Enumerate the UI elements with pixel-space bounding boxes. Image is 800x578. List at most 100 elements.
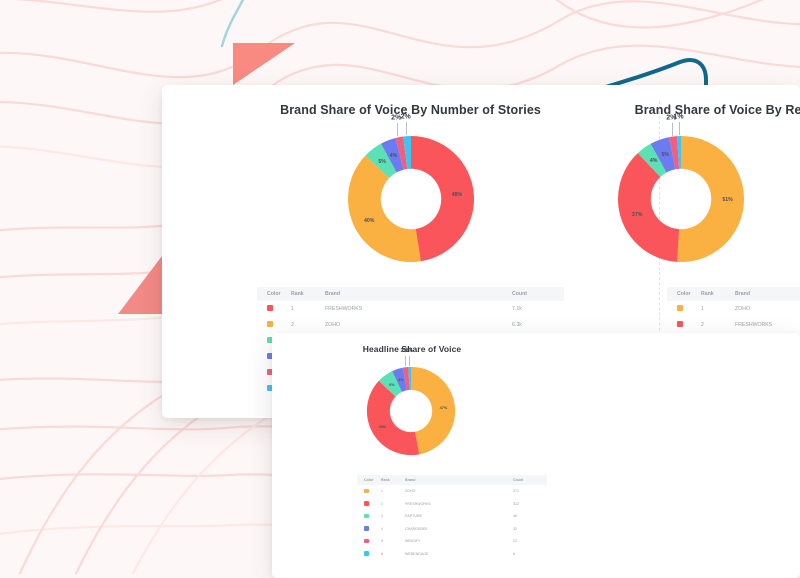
headline-donut-svg bbox=[366, 366, 456, 456]
headline-donut-slice-wingify[interactable] bbox=[402, 366, 410, 391]
bar-category-label: KAPTURE bbox=[784, 383, 800, 387]
coral-arrow-shape bbox=[118, 256, 162, 314]
stories-table-col-rank: Rank bbox=[291, 291, 304, 297]
stories-donut-slice-kapture[interactable] bbox=[364, 143, 397, 179]
donut-chart-stories[interactable]: 48% 40% 5% 4% 2% 2% bbox=[341, 114, 481, 269]
bar-row[interactable]: CHARGEBEE17%207 bbox=[784, 423, 800, 434]
reach-table-col-brand: Brand bbox=[735, 291, 750, 297]
row-value-cell: 6 bbox=[513, 551, 515, 556]
row-value-cell: 21 bbox=[513, 539, 517, 544]
headline-donut-slice-chargebee[interactable] bbox=[392, 367, 408, 392]
row-rank-cell: 2 bbox=[291, 322, 294, 328]
table-row[interactable]: 4 CHARGEBEE 32 bbox=[357, 523, 547, 536]
row-color-cell bbox=[257, 353, 291, 361]
row-value-cell: 46 bbox=[513, 514, 517, 519]
row-rank-cell: 2 bbox=[381, 501, 383, 506]
headline-donut-slice-zoho[interactable] bbox=[411, 366, 456, 455]
panel-title-reach: Brand Share of Voice By Reach bbox=[634, 103, 800, 117]
stories-donut-slice-wingify[interactable] bbox=[394, 136, 407, 170]
bar-chart-brand-mentions[interactable]: Total Stories ZOHO53%41 KAPTURE40%15 WINGIF… bbox=[784, 359, 800, 452]
stories-donut-slice-webengage[interactable] bbox=[402, 136, 411, 169]
bar-row[interactable]: WINGIFY38%148 bbox=[784, 394, 800, 405]
stories-donut-slice-chargebee[interactable] bbox=[380, 137, 404, 173]
row-rank-cell: 4 bbox=[381, 526, 383, 531]
color-swatch bbox=[267, 337, 273, 343]
donut-chart-headline[interactable]: 47% 40% 6% 4% 3% 1% bbox=[362, 348, 460, 460]
headline-donut-slice-webengage[interactable] bbox=[408, 366, 411, 390]
row-color-cell bbox=[257, 321, 291, 329]
table-headline-share-of-voice[interactable]: Color Rank Brand Count 1 ZOHO 371 2 FRESHWORKS 31… bbox=[357, 475, 547, 560]
bar-row[interactable]: ZOHO53%41 bbox=[784, 365, 800, 376]
row-color-cell bbox=[357, 513, 381, 520]
row-value-cell: 7.1k bbox=[512, 306, 522, 312]
bar-row[interactable]: KAPTURE40%15 bbox=[784, 380, 800, 391]
coral-triangle-shape bbox=[233, 43, 295, 85]
row-rank-cell: 5 bbox=[381, 539, 383, 544]
reach-donut-slice-chargebee[interactable] bbox=[650, 137, 676, 173]
color-swatch bbox=[677, 305, 683, 311]
row-brand-cell: ZOHO bbox=[405, 489, 416, 494]
row-brand-cell: FRESHWORKS bbox=[405, 501, 431, 506]
color-swatch bbox=[364, 513, 369, 518]
bar-category-label: WINGIFY bbox=[784, 398, 800, 402]
row-color-cell bbox=[357, 551, 381, 557]
table-row[interactable]: 3 KAPTURE 46 bbox=[357, 510, 547, 523]
row-color-cell bbox=[257, 385, 291, 393]
table-row[interactable]: 1ZOHO101M bbox=[667, 301, 800, 317]
row-rank-cell: 3 bbox=[381, 514, 383, 519]
color-swatch bbox=[677, 321, 683, 327]
table-row[interactable]: 2 FRESHWORKS 312 bbox=[357, 498, 547, 511]
table-row[interactable]: 1 FRESHWORKS 7.1k bbox=[257, 301, 564, 317]
table-row[interactable]: 1 ZOHO 371 bbox=[357, 485, 547, 498]
panel-headline-share-of-voice: Headline Share of Voice 47% 40% 6% 4% 3% 1% C… bbox=[272, 333, 800, 556]
reach-donut-slice-freshworks[interactable] bbox=[618, 153, 680, 262]
color-swatch bbox=[364, 488, 369, 493]
headline-donut-slice-kapture[interactable] bbox=[378, 371, 402, 397]
reach-table-col-rank: Rank bbox=[701, 291, 714, 297]
color-swatch bbox=[364, 501, 369, 506]
bar-category-label: ZOHO bbox=[784, 412, 800, 416]
stories-donut-slice-zoho[interactable] bbox=[347, 155, 421, 262]
table-row[interactable]: 2FRESHWORKS66M bbox=[667, 317, 800, 333]
reach-table-header-row: ColorRankBrandReach bbox=[667, 287, 800, 301]
row-color-cell bbox=[357, 538, 381, 545]
row-color-cell bbox=[667, 321, 701, 329]
donut-chart-reach[interactable]: 51% 37% 4% 5% 2% 1% bbox=[611, 114, 751, 269]
table-row[interactable]: 2 ZOHO 6.3k bbox=[257, 317, 564, 333]
row-color-cell bbox=[667, 305, 701, 313]
reach-donut-slice-wingify[interactable] bbox=[669, 136, 680, 170]
reach-donut-slice-zoho[interactable] bbox=[677, 136, 744, 262]
bar-row[interactable]: FRESHWORKS15%1185 bbox=[784, 438, 800, 449]
headline-table-col-color: Color bbox=[364, 478, 374, 482]
bar-category-label: FRESHWORKS bbox=[784, 441, 800, 445]
bar-row[interactable]: ZOHO21%1001 bbox=[784, 409, 800, 420]
dashboard-card-bottom: Headline Share of Voice 47% 40% 6% 4% 3% 1% C… bbox=[272, 333, 800, 578]
headline-donut-slice-freshworks[interactable] bbox=[366, 380, 420, 456]
color-swatch bbox=[364, 551, 369, 556]
color-swatch bbox=[267, 353, 273, 359]
bar-category-label: ZOHO bbox=[784, 369, 800, 373]
row-rank-cell: 2 bbox=[701, 322, 704, 328]
table-row[interactable]: 6 WEBENGAGE 6 bbox=[357, 548, 547, 561]
color-swatch bbox=[267, 305, 273, 311]
row-rank-cell: 1 bbox=[291, 306, 294, 312]
color-swatch bbox=[364, 538, 369, 543]
stories-donut-slice-freshworks[interactable] bbox=[410, 136, 474, 262]
bar-category-label: CHARGEBEE bbox=[784, 427, 800, 431]
color-swatch bbox=[364, 526, 369, 531]
color-swatch bbox=[267, 385, 273, 391]
bar-chart-header-row: Total Stories bbox=[784, 359, 800, 363]
panel-title-mentions: Brand Mentions in Headline bbox=[778, 344, 800, 354]
row-brand-cell: FRESHWORKS bbox=[325, 306, 363, 312]
row-rank-cell: 6 bbox=[381, 551, 383, 556]
row-color-cell bbox=[357, 526, 381, 532]
stories-table-col-brand: Brand bbox=[325, 291, 340, 297]
reach-donut-svg bbox=[618, 136, 744, 262]
stories-donut-svg bbox=[347, 136, 474, 262]
table-row[interactable]: 5 WINGIFY 21 bbox=[357, 535, 547, 548]
panel-title-headline: Headline Share of Voice bbox=[362, 344, 462, 354]
row-brand-cell: ZOHO bbox=[325, 322, 340, 328]
reach-donut-slice-webengage[interactable] bbox=[677, 136, 681, 169]
row-color-cell bbox=[357, 488, 381, 495]
reach-donut-slice-kapture[interactable] bbox=[637, 143, 667, 177]
